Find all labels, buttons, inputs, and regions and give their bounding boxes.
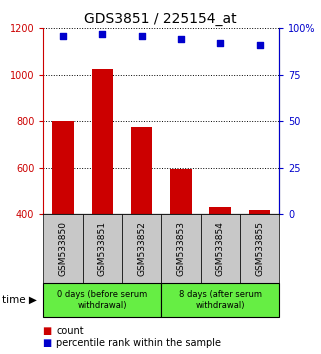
Bar xyxy=(91,69,113,214)
Bar xyxy=(52,121,74,214)
Text: ■: ■ xyxy=(42,338,51,348)
Text: GDS3851 / 225154_at: GDS3851 / 225154_at xyxy=(84,12,237,27)
Text: GSM533853: GSM533853 xyxy=(177,221,186,276)
Text: 0 days (before serum
withdrawal): 0 days (before serum withdrawal) xyxy=(57,290,147,310)
Text: GSM533854: GSM533854 xyxy=(216,221,225,276)
Point xyxy=(218,40,223,46)
Text: count: count xyxy=(56,326,84,336)
Point xyxy=(139,33,144,39)
Point xyxy=(257,42,262,48)
Bar xyxy=(210,207,231,214)
Bar xyxy=(131,127,152,214)
Text: time ▶: time ▶ xyxy=(2,295,37,305)
Text: GSM533852: GSM533852 xyxy=(137,221,146,276)
Point xyxy=(178,37,184,42)
Text: GSM533851: GSM533851 xyxy=(98,221,107,276)
Point xyxy=(100,31,105,37)
Bar xyxy=(170,169,192,214)
Text: GSM533850: GSM533850 xyxy=(58,221,67,276)
Text: ■: ■ xyxy=(42,326,51,336)
Text: percentile rank within the sample: percentile rank within the sample xyxy=(56,338,221,348)
Text: 8 days (after serum
withdrawal): 8 days (after serum withdrawal) xyxy=(179,290,262,310)
Text: GSM533855: GSM533855 xyxy=(255,221,264,276)
Point xyxy=(60,33,65,39)
Bar xyxy=(249,210,270,214)
